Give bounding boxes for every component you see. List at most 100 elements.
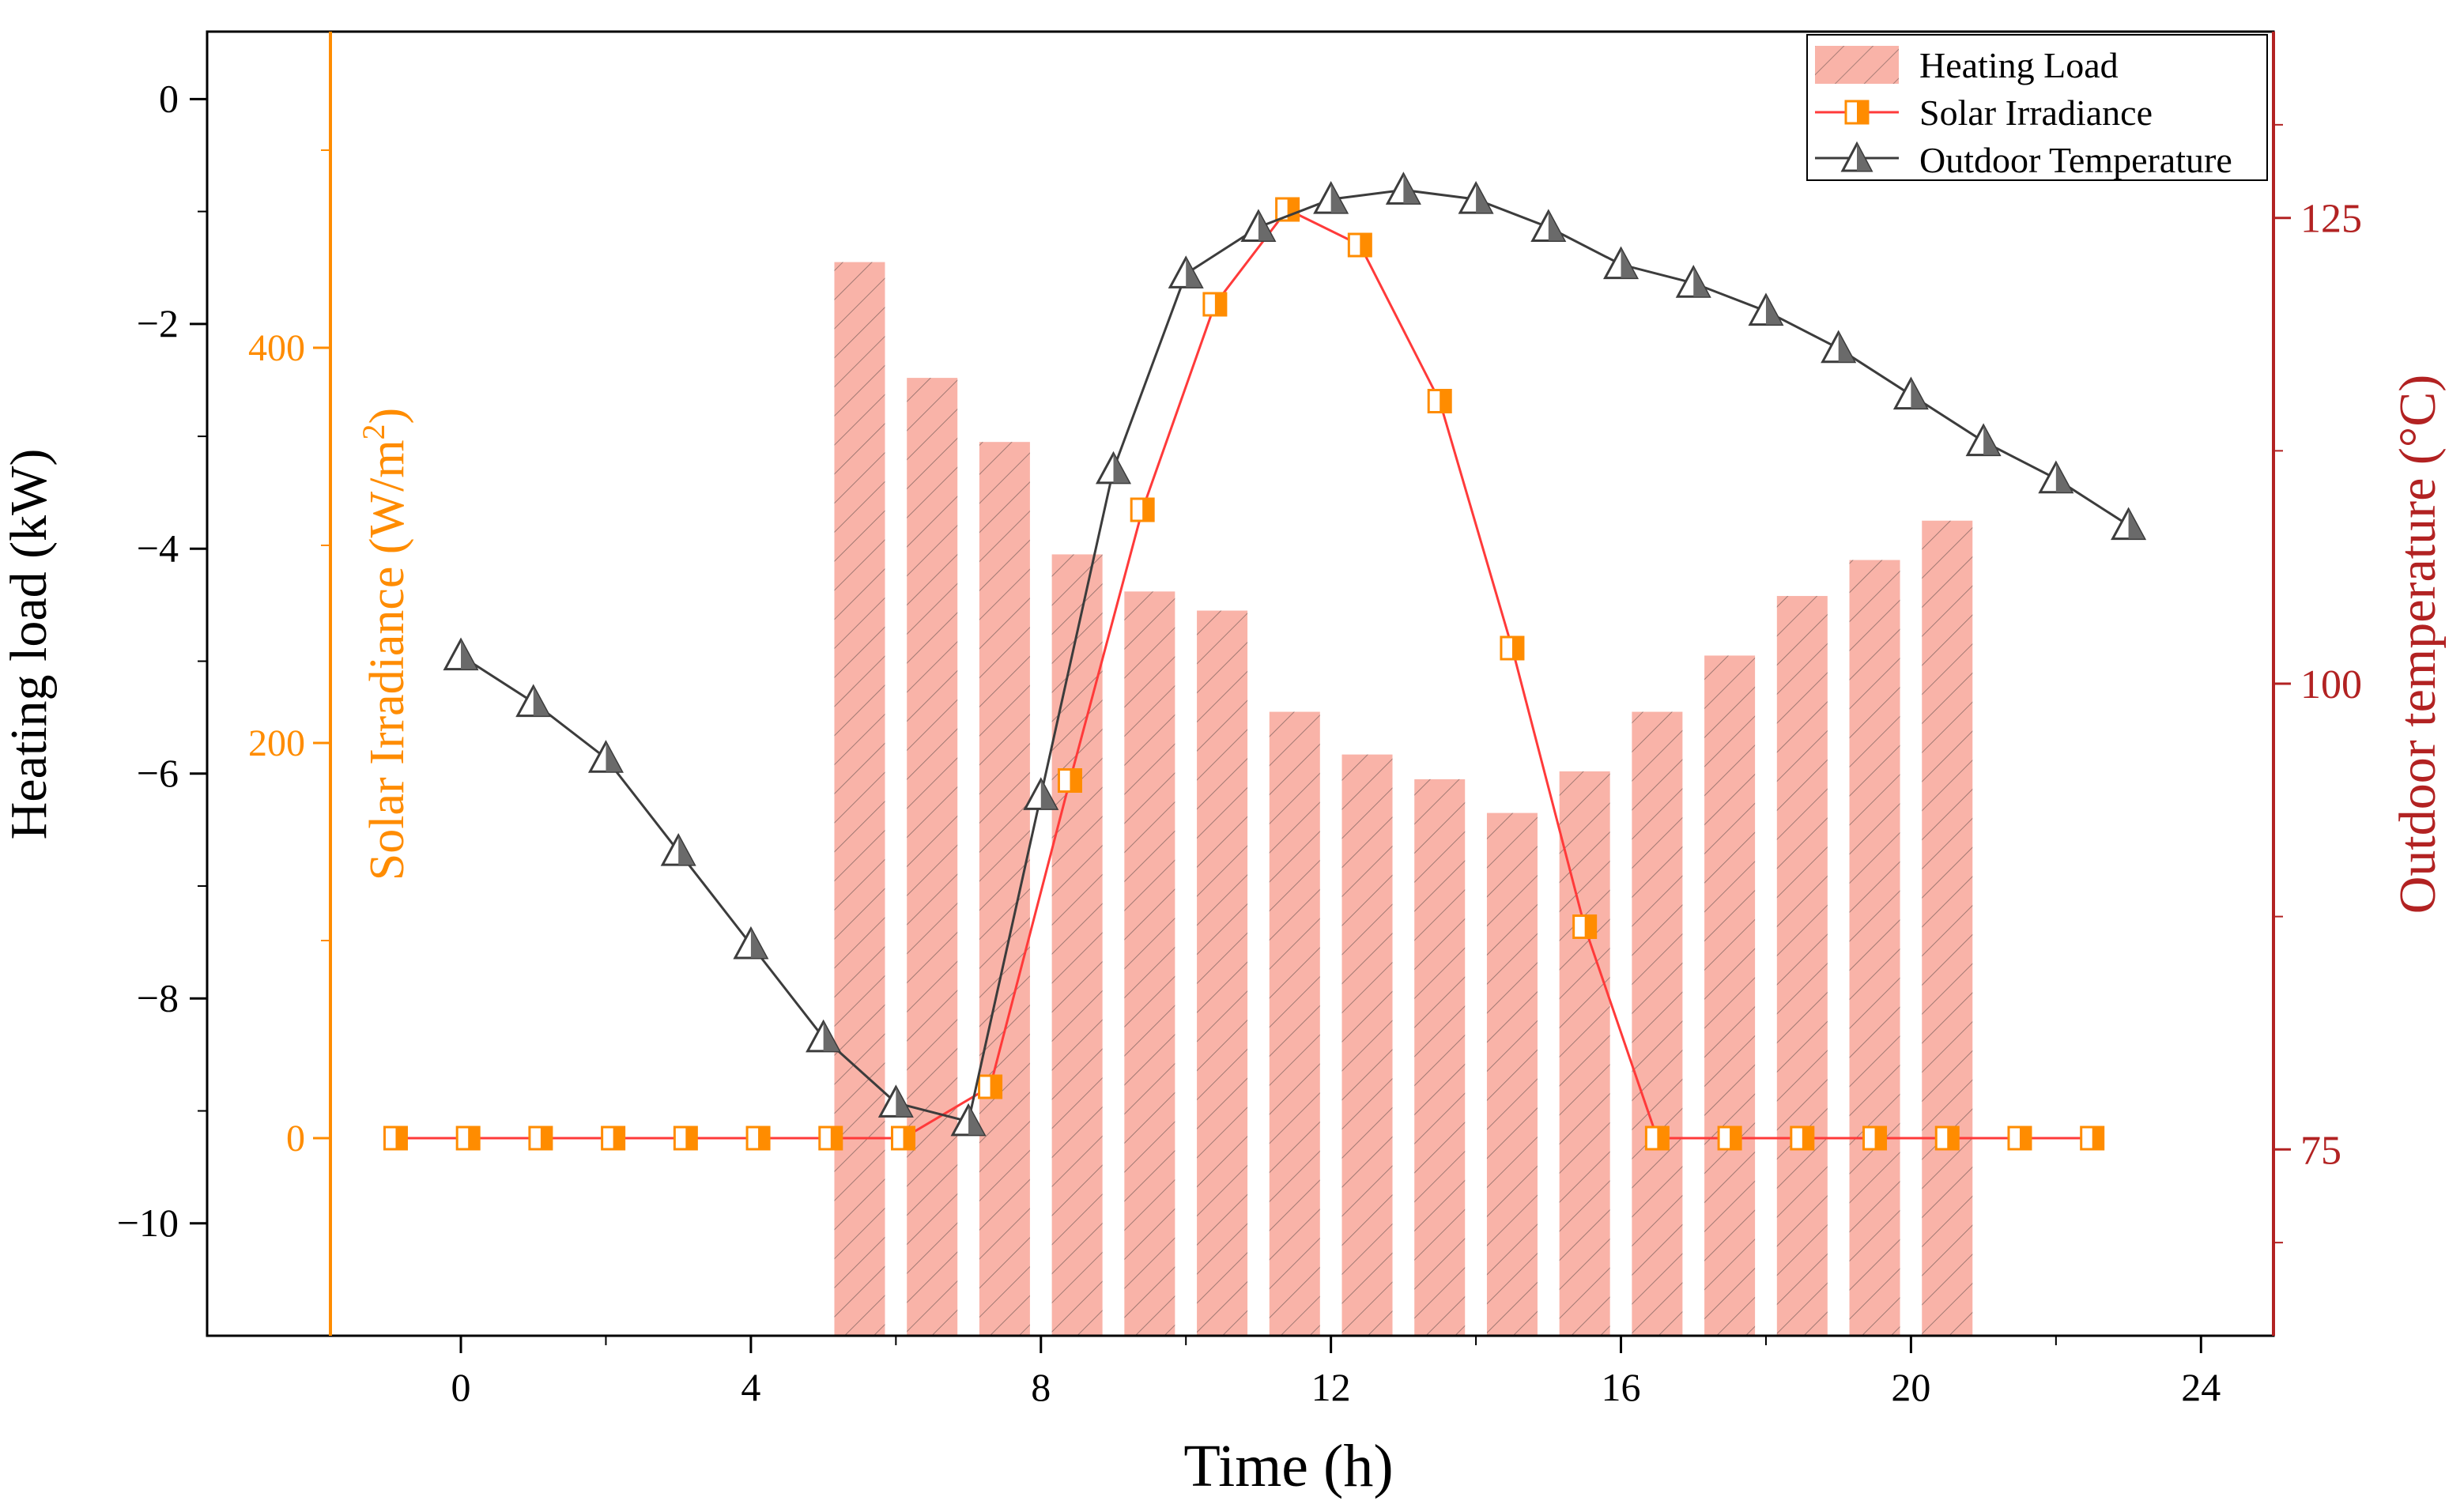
solar-irradiance-point-fill	[1070, 769, 1081, 792]
solar-irradiance-point-fill	[1440, 390, 1451, 413]
legend-label-outdoor-temperature: Outdoor Temperature	[1919, 140, 2232, 180]
legend-label-heating-load: Heating Load	[1919, 45, 2119, 85]
solar-irradiance-point-fill	[1730, 1127, 1741, 1149]
outdoor-temperature-point-fill	[1186, 258, 1202, 288]
outdoor-temperature-series	[443, 172, 2147, 1137]
solar-irradiance-point-fill	[540, 1127, 552, 1149]
heating-load-bar-hatch	[1922, 520, 1973, 1336]
outdoor-temperature-point-fill	[533, 686, 549, 716]
solar-irradiance-point-fill	[990, 1076, 1002, 1098]
outdoor-temperature-point-fill	[1476, 183, 1492, 213]
legend: Heating Load Solar Irradiance Outdoor Te…	[1806, 34, 2268, 181]
outdoor-temperature-point-fill	[823, 1021, 840, 1051]
solar-irradiance-point-fill	[1584, 915, 1596, 938]
heating-load-bar-hatch	[1197, 610, 1248, 1336]
outdoor-temperature-tick-label: 100	[2300, 662, 2362, 707]
outdoor-temperature-point-fill	[896, 1087, 912, 1117]
solar-irradiance-point-fill	[1360, 234, 1372, 256]
solar-irradiance-point-fill	[395, 1127, 407, 1149]
heating-load-bar-hatch	[1414, 779, 1466, 1336]
heating-load-tick-label: −10	[117, 1201, 179, 1245]
heating-load-bars	[834, 262, 1973, 1336]
heating-load-bar-hatch	[1051, 554, 1103, 1336]
legend-label-solar-irradiance: Solar Irradiance	[1919, 92, 2153, 133]
x-tick-label: 12	[1311, 1365, 1351, 1409]
solar-irradiance-axis-label: Solar Irradiance (W/m2)	[356, 408, 414, 880]
outdoor-temperature-point-fill	[678, 835, 695, 865]
outdoor-temperature-point-fill	[750, 929, 767, 958]
solar-irradiance-point-fill	[2092, 1127, 2104, 1149]
outdoor-temperature-point-fill	[1113, 453, 1130, 483]
solar-irradiance-axis-label-sup: 2	[356, 424, 391, 439]
outdoor-temperature-point-fill	[1258, 211, 1274, 241]
outdoor-temperature-point-fill	[1621, 248, 1637, 278]
solar-irradiance-point-fill	[1802, 1127, 1813, 1149]
heating-load-bar-hatch	[1776, 596, 1828, 1336]
solar-irradiance-point-fill	[1511, 637, 1523, 659]
solar-irradiance-axis-label-end: )	[360, 408, 414, 424]
solar-irradiance-point-fill	[758, 1127, 770, 1149]
x-tick-label: 0	[451, 1365, 471, 1409]
outdoor-temperature-point-fill	[1838, 332, 1855, 362]
x-tick-label: 16	[1602, 1365, 1641, 1409]
outdoor-temperature-point-fill	[968, 1105, 985, 1135]
solar-irradiance-tick-label: 400	[248, 327, 305, 369]
legend-marker-outdoor-temperature-fill	[1857, 144, 1871, 171]
heating-load-bar-hatch	[834, 262, 885, 1336]
heating-load-bar-hatch	[1632, 711, 1683, 1336]
outdoor-temperature-point-fill	[2128, 509, 2145, 539]
solar-irradiance-point-fill	[1874, 1127, 1886, 1149]
heating-load-axis: 0 −2 −4 −6 −8 −10	[117, 76, 207, 1245]
heating-load-tick-label: −2	[137, 301, 179, 345]
x-tick-label: 8	[1031, 1365, 1051, 1409]
outdoor-temperature-point-fill	[1548, 211, 1564, 241]
solar-irradiance-point-fill	[613, 1127, 624, 1149]
heating-load-axis-label: Heating load (kW)	[0, 449, 58, 840]
x-axis: 0 4 8 12 16 20 24	[451, 1336, 2221, 1409]
x-axis-label: Time (h)	[1183, 1433, 1393, 1499]
outdoor-temperature-point-fill	[1983, 425, 2000, 455]
solar-irradiance-tick-label: 0	[286, 1118, 305, 1159]
heating-load-tick-label: 0	[159, 76, 179, 120]
solar-irradiance-tick-label: 200	[248, 722, 305, 764]
outdoor-temperature-point-fill	[1693, 267, 1710, 297]
outdoor-temperature-point-fill	[1403, 174, 1420, 204]
x-tick-label: 4	[741, 1365, 760, 1409]
heating-load-bar-hatch	[1704, 655, 1756, 1336]
heating-load-bar-hatch	[979, 442, 1030, 1336]
solar-irradiance-point-fill	[685, 1127, 697, 1149]
heating-load-bar-hatch	[1486, 813, 1538, 1336]
solar-irradiance-point-fill	[830, 1127, 842, 1149]
outdoor-temperature-tick-label: 125	[2300, 197, 2362, 242]
solar-irradiance-point-fill	[468, 1127, 480, 1149]
heating-load-tick-label: −4	[137, 526, 179, 570]
solar-irradiance-point-fill	[1142, 499, 1154, 521]
heating-load-bar-hatch	[907, 378, 958, 1336]
solar-irradiance-point-fill	[903, 1127, 915, 1149]
heating-load-bar-hatch	[1849, 560, 1900, 1336]
solar-irradiance-point-fill	[1287, 198, 1299, 221]
outdoor-temperature-point-fill	[461, 639, 477, 669]
outdoor-temperature-point-fill	[1911, 379, 1927, 409]
heating-load-tick-label: −6	[137, 751, 179, 795]
solar-irradiance-point-fill	[1214, 293, 1226, 315]
outdoor-temperature-point-fill	[606, 742, 622, 772]
heating-load-bar-hatch	[1124, 591, 1175, 1336]
solar-irradiance-point-fill	[2019, 1127, 2031, 1149]
solar-irradiance-point-fill	[1947, 1127, 1959, 1149]
legend-swatch-heating-load-hatch	[1815, 46, 1899, 84]
solar-irradiance-axis: 0 200 400	[248, 149, 330, 1159]
solar-irradiance-axis-label-main: Solar Irradiance (W/m	[360, 439, 414, 880]
x-tick-label: 24	[2181, 1365, 2221, 1409]
outdoor-temperature-axis-label: Outdoor temperature (°C)	[2389, 375, 2447, 914]
outdoor-temperature-axis: 75 100 125	[2273, 123, 2362, 1244]
solar-irradiance-series	[383, 197, 2105, 1151]
outdoor-temperature-point-fill	[1330, 183, 1347, 213]
x-tick-label: 20	[1891, 1365, 1930, 1409]
solar-irradiance-point-fill	[1657, 1127, 1669, 1149]
heating-load-tick-label: −8	[137, 975, 179, 1020]
legend-marker-solar-irradiance-fill	[1857, 101, 1868, 123]
heating-load-bar-hatch	[1269, 711, 1320, 1336]
outdoor-temperature-point-fill	[1040, 779, 1057, 809]
